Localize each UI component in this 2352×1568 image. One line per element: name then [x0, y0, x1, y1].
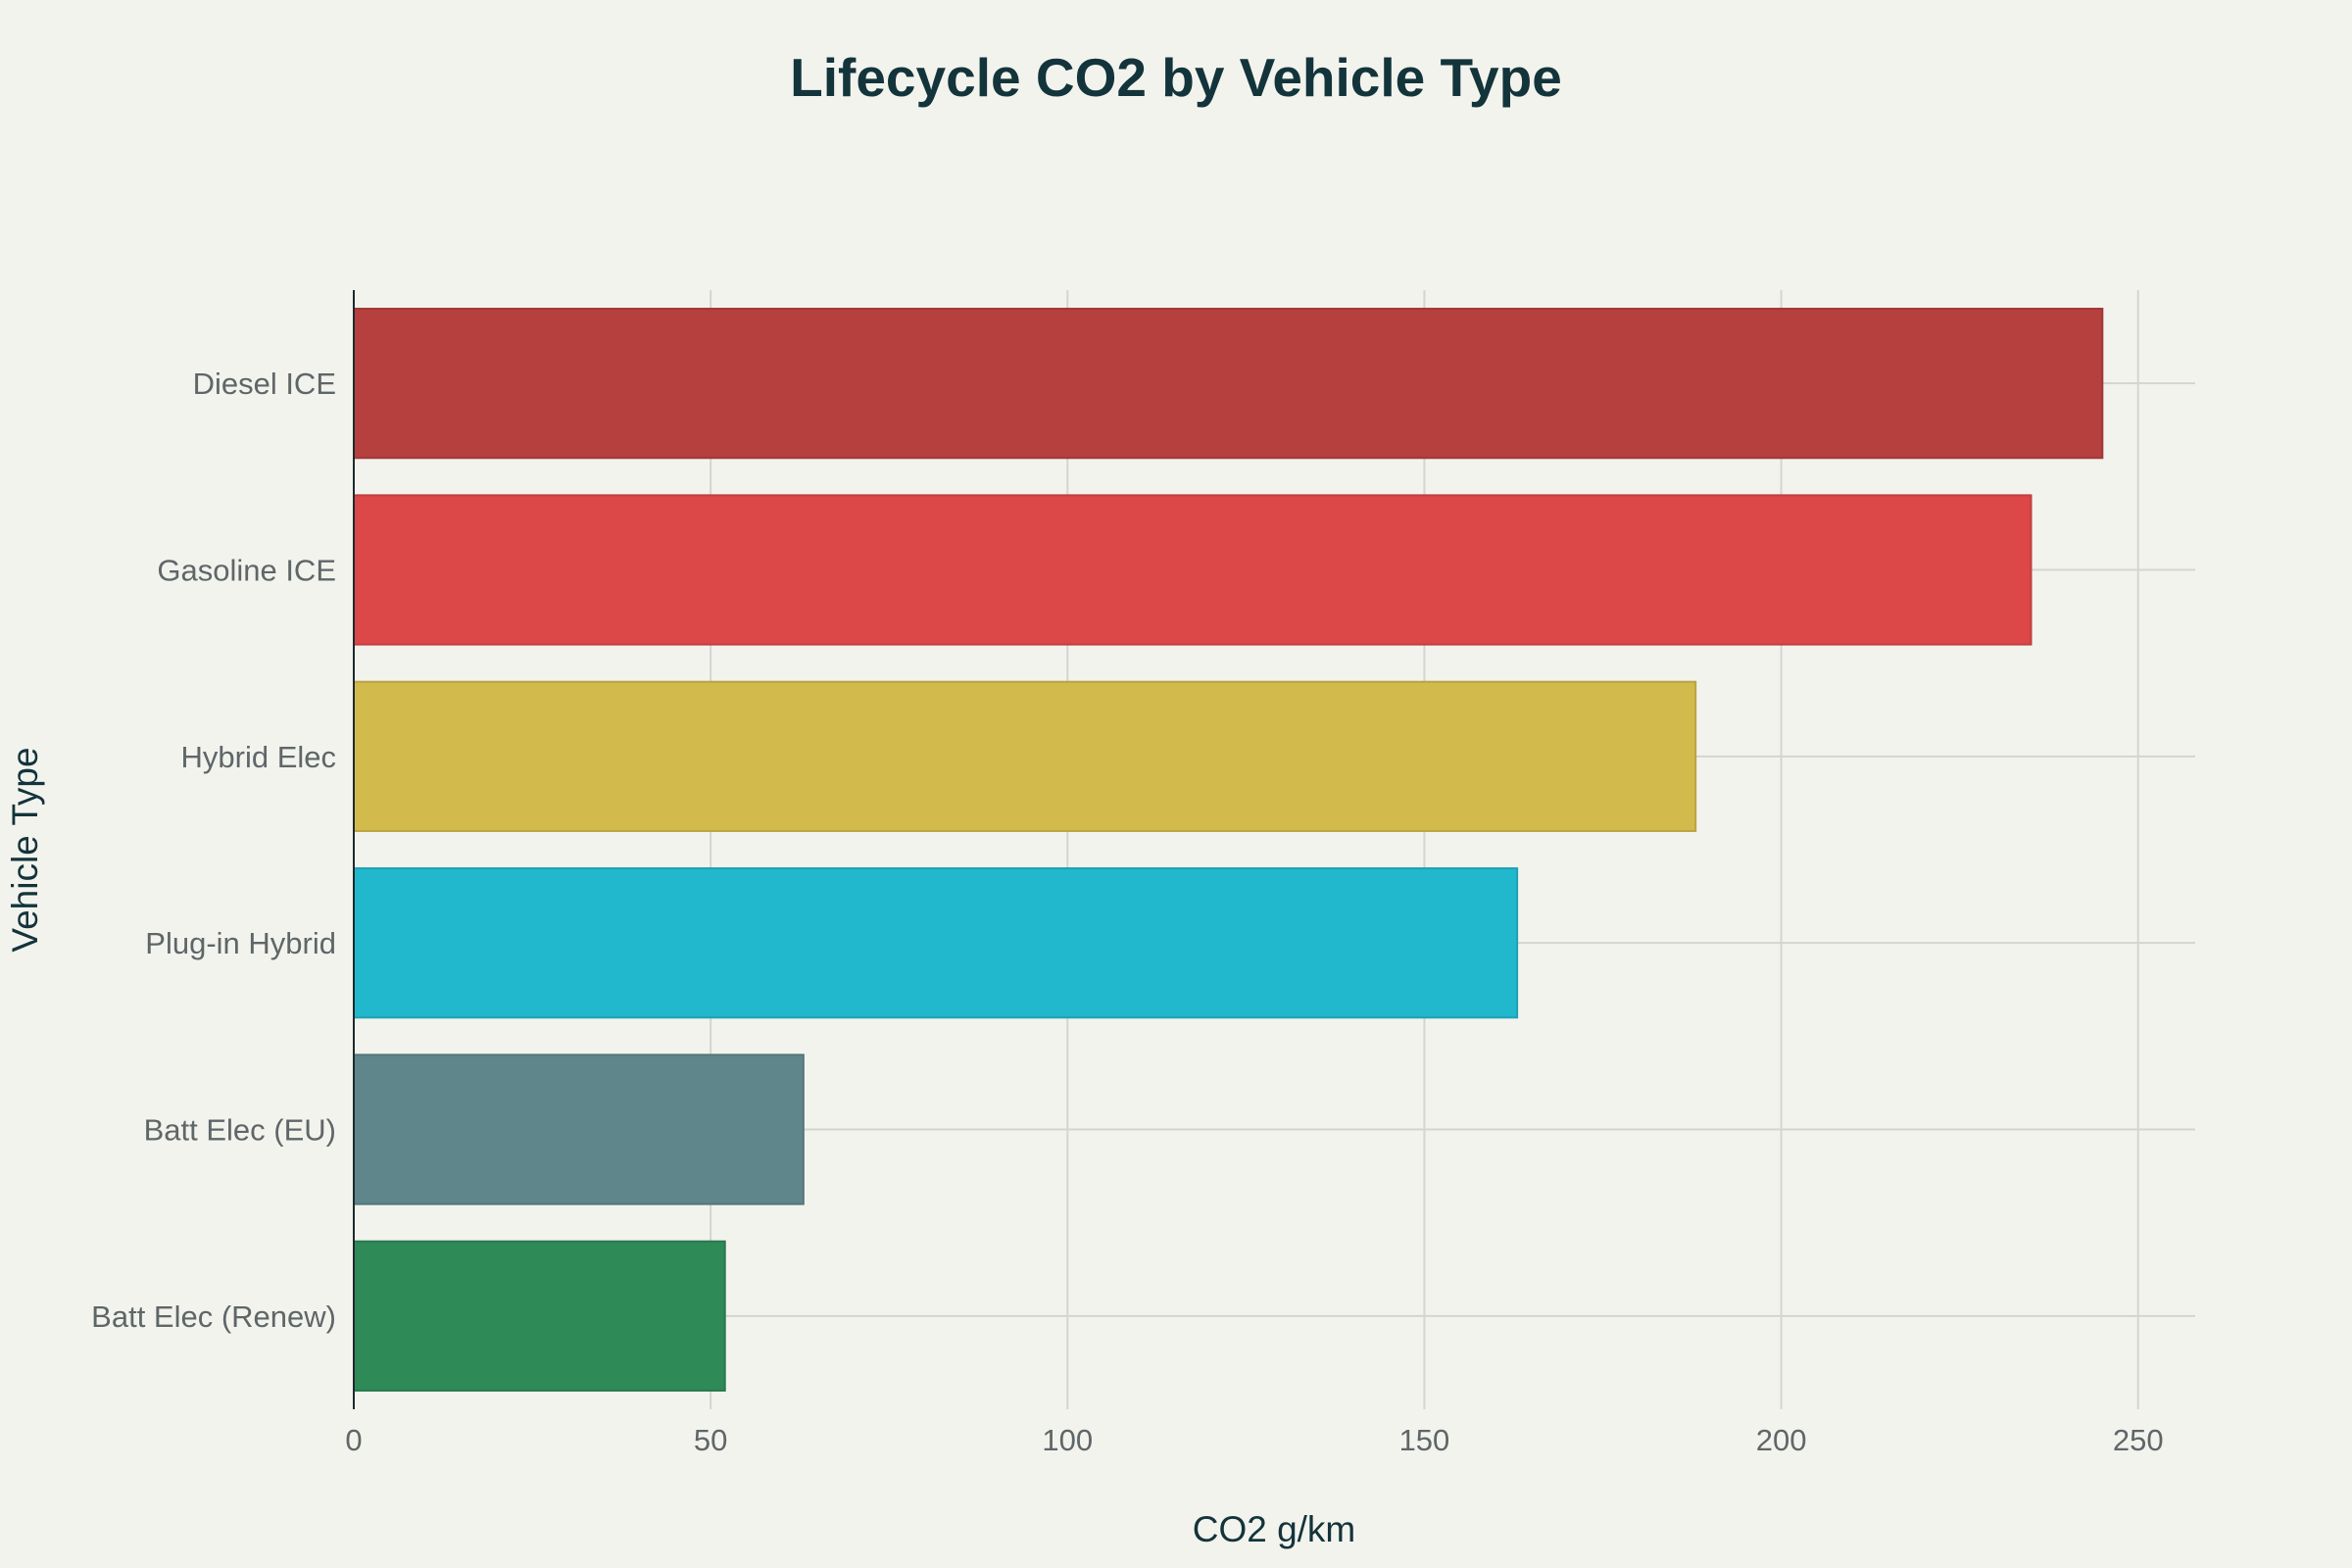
- bar-hybrid-elec[interactable]: [353, 680, 1697, 832]
- y-tick-label: Diesel ICE: [193, 367, 336, 401]
- x-tick-label: 200: [1756, 1423, 1807, 1457]
- x-tick-label: 150: [1399, 1423, 1450, 1457]
- y-tick-label: Batt Elec (EU): [144, 1113, 336, 1148]
- y-tick-label: Batt Elec (Renew): [91, 1299, 336, 1334]
- x-tick-label: 100: [1042, 1423, 1093, 1457]
- x-tick-label: 250: [2113, 1423, 2164, 1457]
- chart-title: Lifecycle CO2 by Vehicle Type: [790, 47, 1562, 108]
- bars: [353, 308, 2104, 1392]
- y-tick-label: Hybrid Elec: [181, 740, 337, 774]
- x-tick-labels: 0 50 100 150 200 250: [345, 1423, 2163, 1457]
- x-tick-label: 50: [694, 1423, 727, 1457]
- y-tick-label: Gasoline ICE: [157, 554, 336, 588]
- bar-gasoline-ice[interactable]: [353, 494, 2033, 646]
- y-tick-label: Plug-in Hybrid: [145, 926, 336, 960]
- y-tick-labels: Diesel ICE Gasoline ICE Hybrid Elec Plug-in…: [91, 367, 336, 1334]
- y-axis-title: Vehicle Type: [5, 747, 45, 952]
- bar-plug-in-hybrid[interactable]: [353, 867, 1519, 1019]
- x-tick-label: 0: [345, 1423, 362, 1457]
- bar-diesel-ice[interactable]: [353, 308, 2104, 460]
- bar-batt-elec-renew[interactable]: [353, 1240, 726, 1392]
- x-axis-title: CO2 g/km: [1193, 1509, 1356, 1549]
- bar-batt-elec-eu[interactable]: [353, 1054, 805, 1205]
